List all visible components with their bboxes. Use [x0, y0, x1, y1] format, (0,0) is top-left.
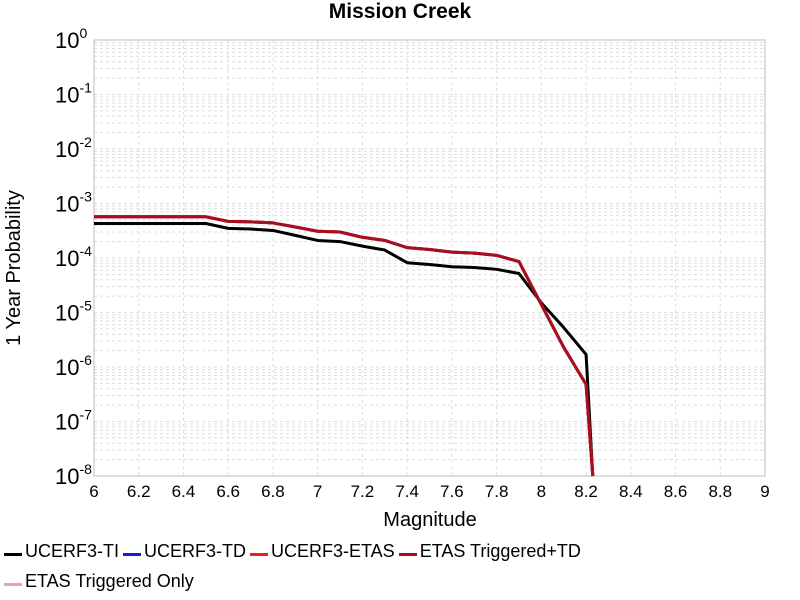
legend: UCERF3-TI UCERF3-TD UCERF3-ETAS ETAS Tri…: [0, 538, 800, 598]
x-tick-label: 7.8: [485, 482, 509, 501]
grid-lines: [93, 39, 766, 477]
x-tick-label: 6: [89, 482, 98, 501]
x-tick-label: 6.2: [127, 482, 151, 501]
x-axis-label: Magnitude: [383, 509, 476, 531]
x-tick-label: 8.8: [708, 482, 732, 501]
series-line-ucerf3-td: [94, 215, 595, 477]
y-tick-label: 10-1: [55, 80, 92, 108]
x-tick-label: 8.6: [664, 482, 688, 501]
chart-title: Mission Creek: [329, 0, 472, 23]
series-line-ucerf3-etas: [94, 215, 595, 477]
y-tick-label: 10-4: [55, 243, 92, 271]
x-tick-label: 9: [760, 482, 769, 501]
legend-item-ucerf3-etas: UCERF3-ETAS: [250, 541, 395, 562]
x-tick-label: 7: [313, 482, 322, 501]
x-tick-label: 7.4: [395, 482, 419, 501]
y-tick-label: 100: [55, 25, 87, 53]
x-tick-labels: 6 6.2 6.4 6.6 6.8 7 7.2 7.4 7.6 7.8 8 8.2 8.4 8.6 8.8 9: [89, 482, 769, 501]
legend-item-etas-triggered-only: ETAS Triggered Only: [4, 571, 194, 592]
legend-item-etas-triggered-td: ETAS Triggered+TD: [398, 540, 581, 562]
legend-swatch: [4, 582, 22, 586]
legend-swatch: [250, 552, 268, 556]
legend-swatch: [398, 552, 417, 556]
y-tick-label: 10-6: [55, 352, 92, 380]
legend-label: UCERF3-TI: [25, 540, 119, 561]
plot-area-frame: [93, 39, 766, 477]
x-tick-label: 8: [537, 482, 546, 501]
y-tick-label: 10-5: [55, 298, 92, 326]
x-tick-label: 8.4: [619, 482, 643, 501]
x-tick-label: 6.4: [172, 482, 196, 501]
y-tick-label: 10-8: [55, 461, 92, 489]
x-tick-label: 7.2: [351, 482, 375, 501]
x-tick-label: 6.8: [261, 482, 285, 501]
legend-swatch: [123, 552, 141, 556]
series-layer: [94, 215, 595, 477]
y-tick-label: 10-7: [55, 407, 92, 435]
x-tick-label: 6.6: [216, 482, 240, 501]
x-tick-label: 8.2: [574, 482, 598, 501]
legend-item-ucerf3-ti: UCERF3-TI: [4, 541, 119, 562]
legend-label: UCERF3-ETAS: [271, 540, 395, 561]
legend-swatch: [4, 552, 22, 556]
series-line-etas-triggered-td: [94, 215, 595, 477]
y-tick-labels: 100 10-1 10-2 10-3 10-4 10-5 10-6 10-7 10-8: [55, 25, 92, 489]
y-axis-label: 1 Year Probability: [3, 190, 25, 346]
y-tick-label: 10-3: [55, 189, 92, 217]
x-tick-label: 7.6: [440, 482, 464, 501]
legend-item-ucerf3-td: UCERF3-TD: [123, 541, 246, 562]
legend-label: ETAS Triggered+TD: [419, 540, 581, 561]
legend-label: UCERF3-TD: [144, 540, 246, 561]
y-tick-label: 10-2: [55, 134, 92, 162]
legend-label: ETAS Triggered Only: [25, 570, 194, 591]
chart: Mission Creek 6 6.2 6.4 6.6 6.8 7 7.2 7.4 7.6 7.8…: [3, 0, 770, 531]
series-line-ucerf3-ti: [94, 221, 595, 477]
